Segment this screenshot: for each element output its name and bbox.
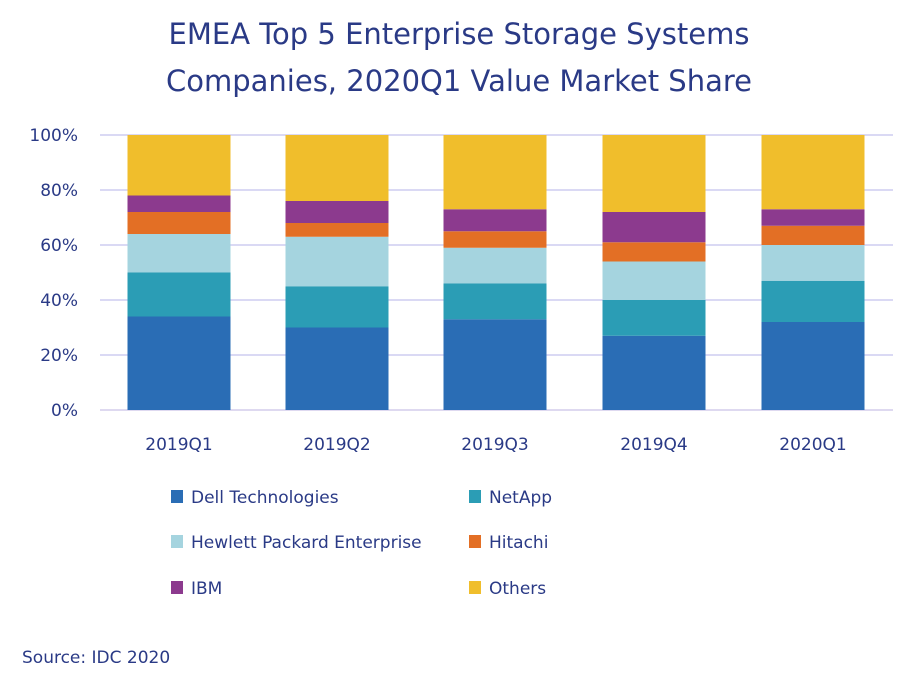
legend-swatch bbox=[171, 535, 183, 548]
legend-label: Dell Technologies bbox=[191, 488, 339, 508]
legend-item: Hitachi bbox=[469, 533, 548, 553]
bar-segment bbox=[443, 209, 547, 232]
bar-segment bbox=[285, 135, 389, 201]
legend-swatch bbox=[171, 490, 183, 503]
x-category-label: 2019Q3 bbox=[461, 435, 528, 455]
bar-segment bbox=[285, 327, 389, 410]
legend-item: Hewlett Packard Enterprise bbox=[171, 533, 422, 553]
legend-label: Hewlett Packard Enterprise bbox=[191, 533, 422, 553]
bar-segment bbox=[761, 322, 865, 410]
chart-title-line-2: Companies, 2020Q1 Value Market Share bbox=[166, 64, 752, 98]
y-tick-label: 100% bbox=[29, 126, 78, 146]
bar-segment bbox=[761, 209, 865, 226]
bar-stack bbox=[127, 135, 231, 410]
legend-label: IBM bbox=[191, 579, 222, 599]
legend-swatch bbox=[469, 490, 481, 503]
bar-segment bbox=[761, 135, 865, 210]
legend-item: Dell Technologies bbox=[171, 488, 339, 508]
chart-title-line-1: EMEA Top 5 Enterprise Storage Systems bbox=[169, 17, 750, 51]
bar-segment bbox=[127, 316, 231, 410]
bar-stack bbox=[285, 135, 389, 410]
bar-segment bbox=[443, 135, 547, 210]
bar-segment bbox=[127, 212, 231, 234]
bars bbox=[127, 135, 865, 410]
bar-segment bbox=[602, 261, 706, 300]
bar-segment bbox=[127, 135, 231, 196]
bar-segment bbox=[602, 335, 706, 410]
bar-segment bbox=[127, 234, 231, 273]
x-category-label: 2020Q1 bbox=[779, 435, 846, 455]
legend-item: NetApp bbox=[469, 488, 552, 508]
legend-label: Others bbox=[489, 579, 546, 599]
legend-swatch bbox=[469, 535, 481, 548]
bar-segment bbox=[285, 236, 389, 287]
x-category-label: 2019Q4 bbox=[620, 435, 687, 455]
bar-segment bbox=[443, 231, 547, 248]
y-tick-label: 60% bbox=[40, 236, 78, 256]
bar-segment bbox=[285, 286, 389, 328]
bar-segment bbox=[285, 201, 389, 223]
bar-stack bbox=[443, 135, 547, 410]
y-tick-label: 40% bbox=[40, 291, 78, 311]
bar-stack bbox=[602, 135, 706, 410]
bar-segment bbox=[761, 225, 865, 245]
legend-swatch bbox=[171, 581, 183, 594]
bar-segment bbox=[443, 247, 547, 284]
bar-stack bbox=[761, 135, 865, 410]
bar-segment bbox=[602, 300, 706, 336]
y-axis-tick-labels: 0% 20% 40% 60% 80% 100% bbox=[29, 126, 78, 421]
bar-segment bbox=[761, 280, 865, 322]
source-note: Source: IDC 2020 bbox=[22, 648, 170, 668]
bar-segment bbox=[443, 283, 547, 320]
bar-segment bbox=[127, 195, 231, 212]
legend-item: IBM bbox=[171, 579, 222, 599]
bar-segment bbox=[127, 272, 231, 317]
legend-label: NetApp bbox=[489, 488, 552, 508]
bar-segment bbox=[602, 242, 706, 262]
legend-item: Others bbox=[469, 579, 546, 599]
chart-title: EMEA Top 5 Enterprise Storage Systems Co… bbox=[166, 17, 752, 98]
x-axis-category-labels: 2019Q1 2019Q2 2019Q3 2019Q4 2020Q1 bbox=[145, 435, 846, 455]
y-tick-label: 20% bbox=[40, 346, 78, 366]
bar-segment bbox=[761, 245, 865, 281]
x-category-label: 2019Q1 bbox=[145, 435, 212, 455]
legend-swatch bbox=[469, 581, 481, 594]
legend-label: Hitachi bbox=[489, 533, 548, 553]
bar-segment bbox=[285, 223, 389, 237]
legend: Dell Technologies NetApp Hewlett Packard E… bbox=[171, 488, 552, 599]
y-tick-label: 80% bbox=[40, 181, 78, 201]
bar-segment bbox=[602, 212, 706, 243]
bar-segment bbox=[602, 135, 706, 212]
x-category-label: 2019Q2 bbox=[303, 435, 370, 455]
y-tick-label: 0% bbox=[51, 401, 78, 421]
bar-segment bbox=[443, 319, 547, 410]
